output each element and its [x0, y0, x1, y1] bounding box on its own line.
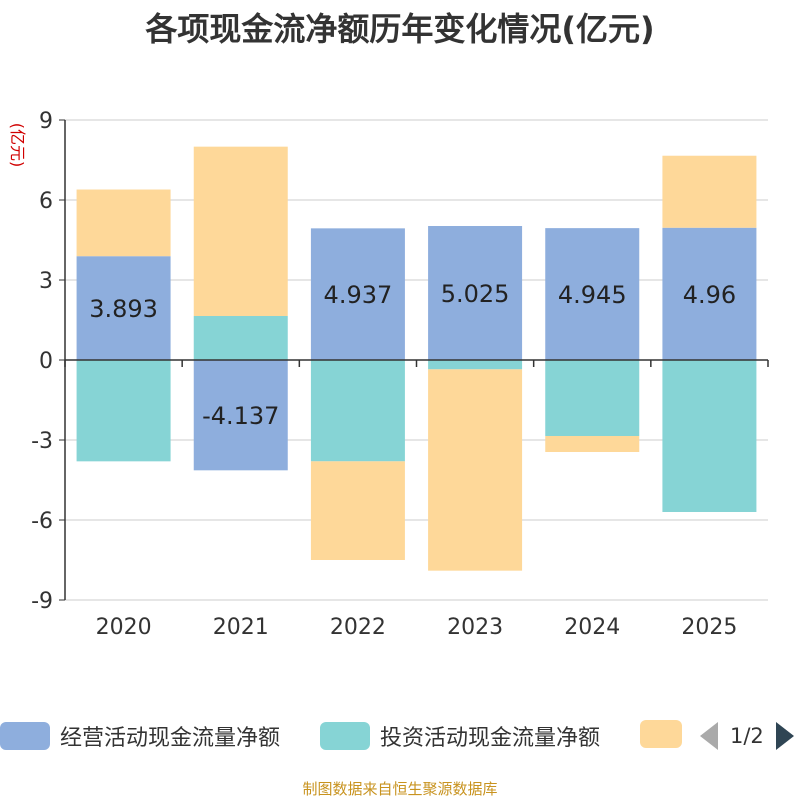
- chart-title: 各项现金流净额历年变化情况(亿元): [145, 10, 655, 48]
- legend-item-investing[interactable]: 投资活动现金流量净额: [320, 720, 600, 752]
- bar-1-2021: [193, 360, 288, 471]
- y-axis-title: (亿元): [8, 123, 27, 168]
- y-tick-label: 0: [39, 349, 53, 374]
- x-tick-label: 2023: [447, 615, 503, 640]
- legend-swatch: [320, 722, 370, 750]
- y-tick-label: 6: [39, 189, 53, 214]
- data-source-note: 制图数据来自恒生聚源数据库: [302, 780, 498, 798]
- next-page-icon[interactable]: [775, 722, 794, 750]
- x-tick-label: 2022: [330, 615, 386, 640]
- legend: 经营活动现金流量净额 投资活动现金流量净额 1/2: [0, 714, 800, 758]
- bar-2-2020: [76, 360, 171, 462]
- bar-2-2025: [662, 360, 757, 512]
- y-tick-label: -9: [31, 589, 53, 614]
- legend-label: 投资活动现金流量净额: [380, 726, 601, 751]
- bar-1-2023: [428, 226, 523, 360]
- bar-1-2020: [76, 256, 171, 360]
- bar-1-2024: [545, 228, 640, 360]
- bar-2-2021: [193, 316, 288, 360]
- bar-2-2023: [428, 360, 523, 370]
- legend-item-financing[interactable]: [640, 720, 692, 748]
- x-tick-label: 2020: [96, 615, 152, 640]
- chart-area: 9 6 3 0 -3 -6 -9 (亿元) 2020 2021 2022 2023 2024 2025 3…: [8, 109, 769, 640]
- bar-3-2024: [545, 436, 640, 452]
- bar-2-2024: [545, 360, 640, 436]
- page-indicator: 1/2: [730, 724, 764, 748]
- data-label: 4.96: [683, 281, 736, 309]
- legend-label: 经营活动现金流量净额: [60, 726, 281, 751]
- x-tick-label: 2021: [213, 615, 269, 640]
- y-tick-label: 9: [39, 109, 53, 134]
- data-label: 3.893: [89, 295, 158, 323]
- bar-3-2022: [310, 461, 405, 560]
- y-tick-label: -3: [31, 429, 53, 454]
- bar-2-2022: [310, 360, 405, 462]
- prev-page-icon[interactable]: [700, 722, 718, 750]
- bar-1-2025: [662, 227, 757, 360]
- bar-3-2020: [76, 189, 171, 257]
- y-tick-label: 3: [39, 269, 53, 294]
- bar-3-2023: [428, 369, 523, 571]
- data-label: 5.025: [441, 280, 510, 308]
- y-tick-label: -6: [31, 509, 53, 534]
- x-tick-label: 2025: [681, 615, 737, 640]
- bar-1-2022: [310, 228, 405, 360]
- legend-swatch: [0, 722, 50, 750]
- legend-item-operating[interactable]: 经营活动现金流量净额: [0, 720, 280, 752]
- bar-3-2025: [662, 155, 757, 228]
- data-label: -4.137: [202, 402, 279, 430]
- data-label: 4.945: [558, 281, 627, 309]
- legend-swatch: [640, 720, 682, 748]
- bar-3-2021: [193, 146, 288, 316]
- x-tick-label: 2024: [564, 615, 620, 640]
- data-label: 4.937: [324, 281, 393, 309]
- legend-pager: 1/2: [700, 722, 794, 750]
